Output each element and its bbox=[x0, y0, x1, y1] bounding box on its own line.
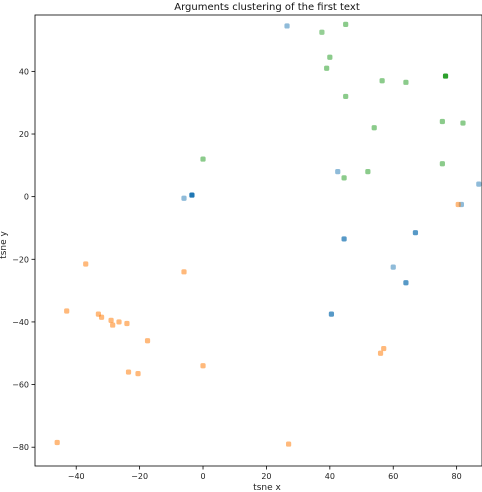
data-point bbox=[371, 125, 377, 131]
y-tick-label: 40 bbox=[19, 67, 29, 76]
x-tick-label: 0 bbox=[200, 472, 205, 481]
x-tick-label: 60 bbox=[388, 472, 398, 481]
y-tick-label: −80 bbox=[12, 443, 29, 452]
data-point bbox=[439, 118, 445, 125]
x-ticks: −40 −20 0 20 40 60 80 bbox=[68, 466, 462, 481]
data-point bbox=[200, 363, 206, 369]
data-point bbox=[403, 280, 409, 286]
data-point bbox=[460, 120, 466, 126]
y-ticks: −80 −60 −40 −20 0 20 40 bbox=[12, 67, 35, 452]
x-tick-label: 20 bbox=[261, 472, 271, 481]
data-point bbox=[200, 156, 206, 162]
data-point bbox=[379, 78, 385, 84]
data-point bbox=[412, 230, 419, 236]
x-tick-label: −40 bbox=[68, 472, 85, 481]
data-point bbox=[189, 192, 195, 198]
data-point bbox=[319, 29, 325, 35]
y-tick-label: −20 bbox=[12, 255, 29, 264]
data-point bbox=[64, 308, 70, 314]
data-point bbox=[124, 320, 130, 327]
data-point bbox=[181, 269, 187, 275]
chart-title: Arguments clustering of the first text bbox=[174, 2, 360, 13]
x-tick-label: 40 bbox=[325, 472, 335, 481]
data-point bbox=[181, 195, 187, 201]
data-point bbox=[54, 439, 60, 446]
data-point bbox=[381, 345, 387, 352]
data-point bbox=[455, 201, 461, 208]
data-point bbox=[125, 369, 132, 375]
x-axis-label: tsne x bbox=[253, 483, 281, 492]
y-tick-label: 0 bbox=[24, 193, 29, 202]
data-point bbox=[116, 319, 122, 325]
plot-points bbox=[54, 21, 482, 447]
data-point bbox=[390, 264, 396, 270]
x-tick-label: 80 bbox=[452, 472, 462, 481]
data-point bbox=[403, 79, 409, 85]
data-point bbox=[286, 441, 292, 447]
data-point bbox=[108, 317, 114, 323]
data-point bbox=[341, 236, 347, 242]
data-point bbox=[328, 311, 335, 317]
data-point bbox=[144, 338, 151, 344]
data-point bbox=[439, 161, 445, 167]
plot-frame bbox=[34, 14, 482, 467]
y-tick-label: −60 bbox=[12, 381, 29, 390]
data-point bbox=[83, 261, 89, 267]
data-point bbox=[343, 21, 349, 27]
data-point bbox=[343, 93, 349, 100]
data-point bbox=[365, 168, 371, 175]
data-point bbox=[442, 73, 449, 79]
data-point bbox=[341, 175, 347, 181]
data-point bbox=[135, 371, 141, 377]
data-point bbox=[476, 181, 482, 187]
data-point bbox=[327, 54, 333, 60]
y-tick-label: 20 bbox=[19, 130, 29, 139]
data-point bbox=[324, 65, 330, 71]
data-point bbox=[98, 314, 105, 320]
data-point bbox=[284, 23, 290, 29]
data-point bbox=[110, 322, 116, 328]
y-tick-label: −40 bbox=[12, 318, 29, 327]
y-axis-label: tsne y bbox=[0, 231, 9, 259]
data-point bbox=[377, 350, 384, 356]
x-tick-label: −20 bbox=[131, 472, 148, 481]
data-point bbox=[335, 168, 341, 175]
